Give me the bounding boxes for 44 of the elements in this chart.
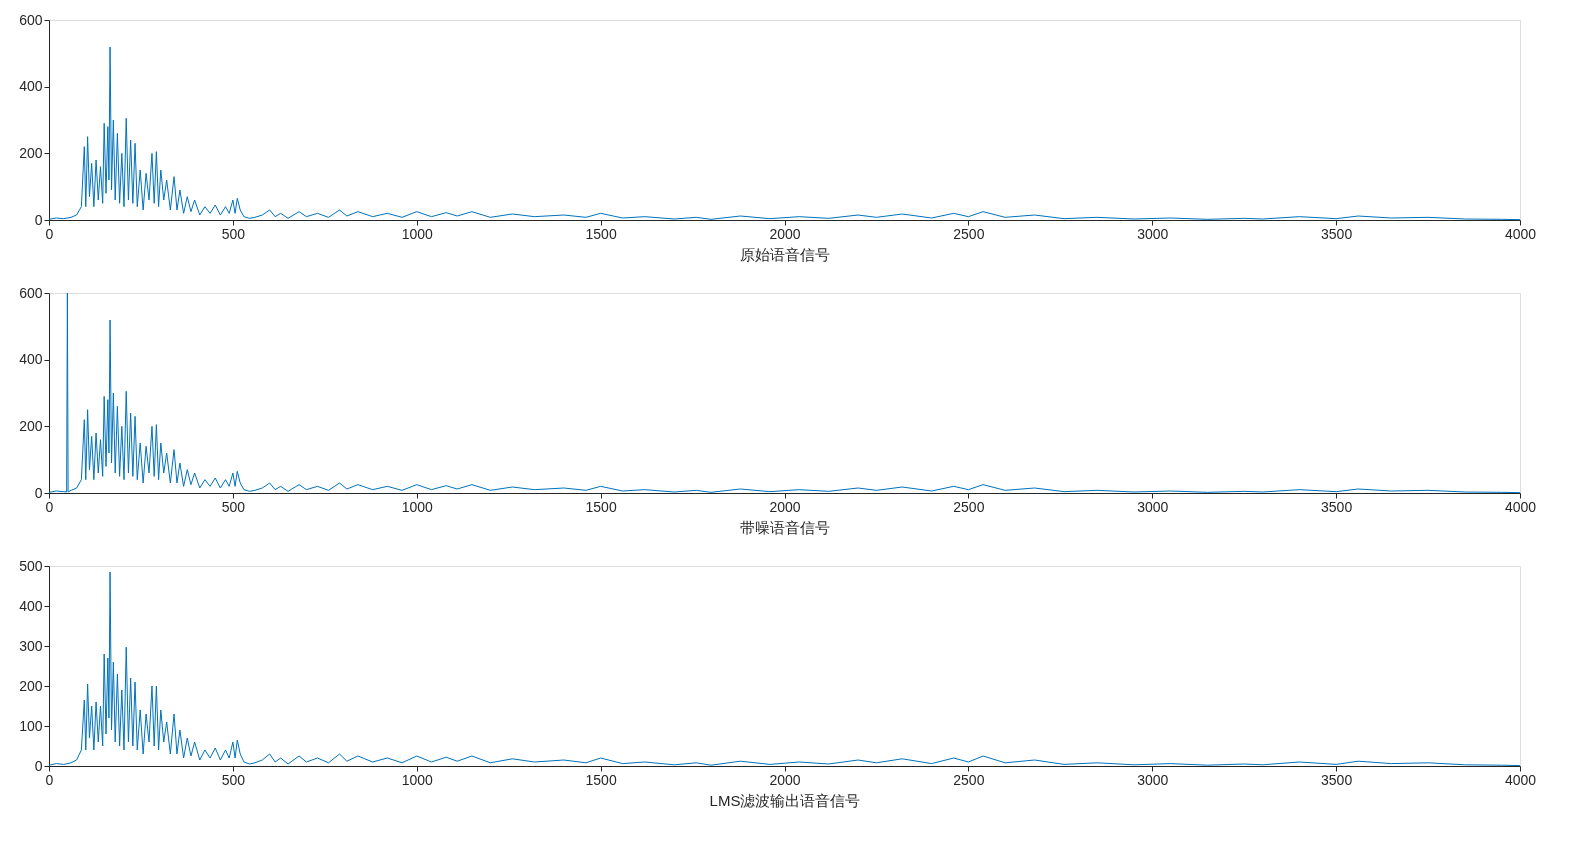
y-tick-label: 400 — [19, 351, 43, 368]
x-tick-label: 1500 — [585, 225, 617, 242]
x-tick-label: 1500 — [585, 498, 617, 515]
y-tick-label: 200 — [19, 144, 43, 161]
y-tick-label: 0 — [34, 757, 43, 774]
x-tick-label: 2000 — [769, 225, 801, 242]
x-tick-label: 500 — [221, 225, 246, 242]
x-tick-label: 3000 — [1137, 771, 1169, 788]
y-tick-label: 100 — [19, 717, 43, 734]
x-tick-label: 4000 — [1504, 771, 1537, 788]
x-tick-label: 500 — [221, 771, 246, 788]
x-tick-label: 2000 — [769, 498, 801, 515]
x-tick-label: 4000 — [1504, 498, 1537, 515]
x-tick-label: 0 — [45, 225, 54, 242]
y-tick-label: 0 — [34, 484, 43, 501]
x-tick-label: 0 — [45, 771, 54, 788]
x-tick-label: 2000 — [769, 771, 801, 788]
x-tick-label: 0 — [45, 498, 54, 515]
y-tick-label: 500 — [19, 557, 43, 574]
x-tick-label: 3500 — [1321, 771, 1353, 788]
x-tick-label: 2500 — [953, 225, 985, 242]
x-tick-label: 4000 — [1504, 225, 1537, 242]
y-tick-label: 200 — [19, 677, 43, 694]
x-tick-label: 3500 — [1321, 498, 1353, 515]
y-tick-label: 600 — [19, 11, 43, 28]
x-tick-label: 1000 — [401, 498, 434, 515]
x-axis-title: LMS滤波输出语音信号 — [709, 791, 861, 809]
y-tick-label: 300 — [19, 637, 43, 654]
x-tick-label: 1500 — [585, 771, 617, 788]
x-tick-label: 500 — [221, 498, 246, 515]
y-tick-label: 400 — [19, 78, 43, 95]
x-tick-label: 2500 — [953, 498, 985, 515]
y-tick-label: 600 — [19, 284, 43, 301]
x-tick-label: 3500 — [1321, 225, 1353, 242]
x-axis-title: 带噪语音信号 — [740, 518, 830, 536]
y-tick-label: 200 — [19, 417, 43, 434]
x-tick-label: 1000 — [401, 771, 434, 788]
y-tick-label: 400 — [19, 597, 43, 614]
y-tick-label: 0 — [34, 211, 43, 228]
x-tick-label: 2500 — [953, 771, 985, 788]
x-tick-label: 1000 — [401, 225, 434, 242]
x-tick-label: 3000 — [1137, 225, 1169, 242]
x-tick-label: 3000 — [1137, 498, 1169, 515]
x-axis-title: 原始语音信号 — [740, 245, 830, 263]
